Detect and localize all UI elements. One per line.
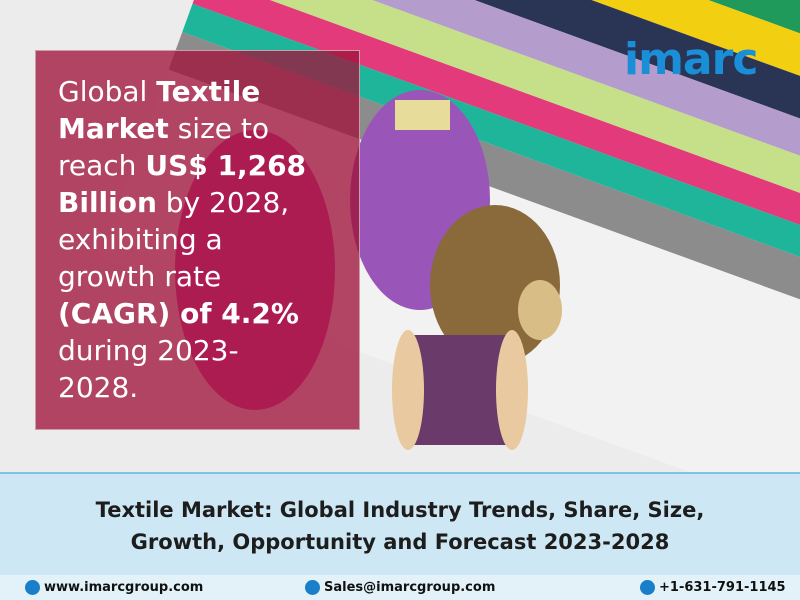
mail-icon [305, 580, 320, 595]
globe-icon [25, 580, 40, 595]
headline-text: 2028. [58, 371, 139, 404]
website[interactable]: www.imarcgroup.com [44, 580, 204, 595]
headline-line: exhibiting a [58, 221, 359, 258]
headline-text: Global [58, 75, 157, 108]
headline-line: 2028. [58, 369, 359, 406]
headline-text: during 2023- [58, 334, 239, 367]
headline-bold: Billion [58, 186, 157, 219]
headline-line: Global Textile [58, 73, 359, 110]
headline-bold: Textile [156, 75, 261, 108]
website-item: www.imarcgroup.com [25, 580, 203, 595]
headline-line: reach US$ 1,268 [58, 147, 359, 184]
headline-line: Market size to [58, 110, 359, 147]
title-banner: Textile Market: Global Industry Trends, … [0, 472, 800, 575]
phone-icon [640, 580, 655, 595]
headline-text: exhibiting a [58, 223, 223, 256]
logo: imarc [624, 34, 758, 85]
headline-line: growth rate [58, 258, 359, 295]
headline-line: Billion by 2028, [58, 184, 359, 221]
headline-text: size to [168, 112, 270, 145]
headline-bold: (CAGR) of 4.2% [58, 297, 299, 330]
headline-text: growth rate [58, 260, 222, 293]
title-line: Growth, Opportunity and Forecast 2023-20… [130, 530, 670, 554]
phone-item: +1-631-791-1145 [640, 580, 786, 595]
headline-line: (CAGR) of 4.2% [58, 295, 359, 332]
headline-bold: Market [58, 112, 169, 145]
headline-line: during 2023- [58, 332, 359, 369]
headline-bold: US$ 1,268 [145, 149, 307, 182]
phone[interactable]: +1-631-791-1145 [659, 580, 786, 595]
email-item: Sales@imarcgroup.com [305, 580, 495, 595]
footer: www.imarcgroup.com Sales@imarcgroup.com … [0, 575, 800, 600]
title-line: Textile Market: Global Industry Trends, … [95, 498, 705, 522]
headline-text: reach [58, 149, 146, 182]
headline-box: Global Textile Market size to reach US$ 1,… [35, 50, 360, 430]
email[interactable]: Sales@imarcgroup.com [324, 580, 496, 595]
headline-text: by 2028, [156, 186, 290, 219]
